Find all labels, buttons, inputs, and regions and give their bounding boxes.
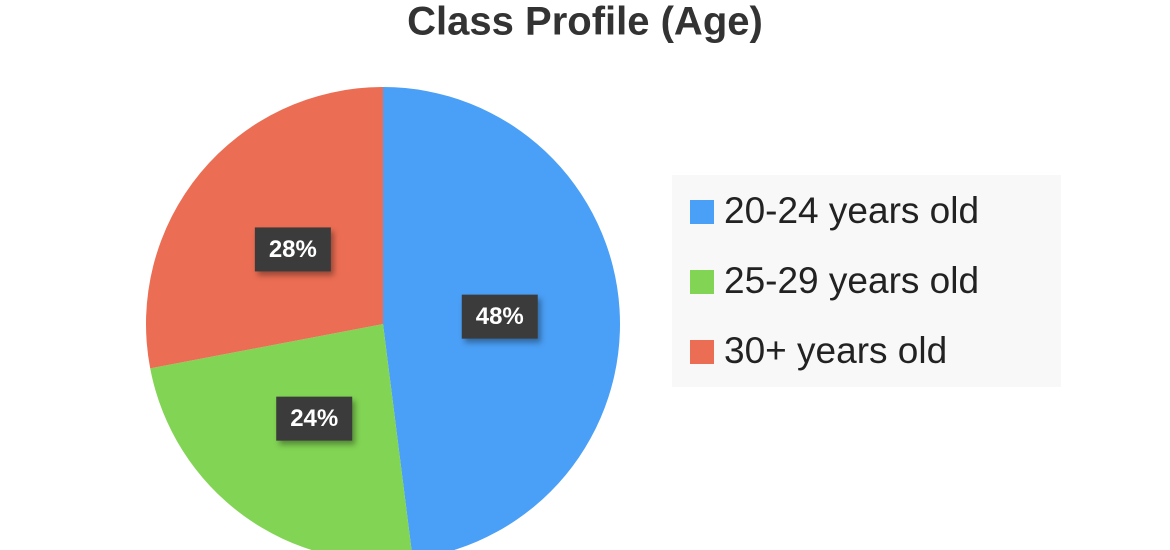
data-label: 28%: [269, 236, 317, 263]
chart-title: Class Profile (Age): [407, 0, 763, 44]
data-label: 24%: [290, 405, 338, 432]
legend-label: 30+ years old: [724, 330, 947, 371]
legend-marker: [690, 270, 714, 294]
data-label-box: [461, 294, 538, 339]
data-label: 48%: [476, 303, 524, 330]
legend-box: [672, 175, 1061, 387]
legend-marker: [690, 340, 714, 364]
data-label-box: [276, 396, 353, 441]
legend-label: 25-29 years old: [724, 260, 979, 301]
data-label-box: [254, 227, 331, 272]
legend-label: 20-24 years old: [724, 190, 979, 231]
legend-marker: [690, 200, 714, 224]
